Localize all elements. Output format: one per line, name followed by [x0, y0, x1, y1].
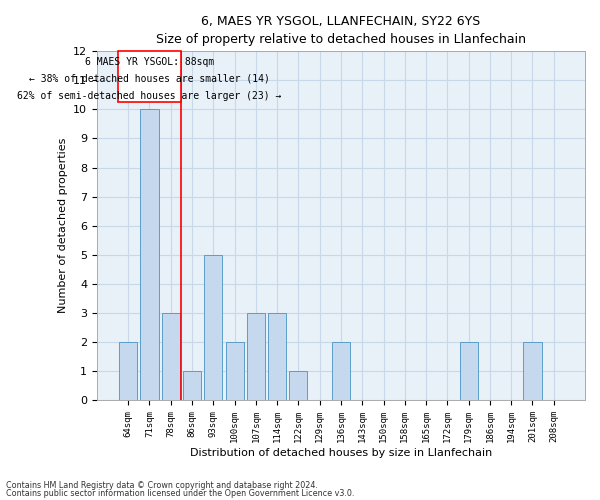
Y-axis label: Number of detached properties: Number of detached properties [58, 138, 68, 314]
Bar [460, 342, 478, 400]
Text: Contains public sector information licensed under the Open Government Licence v3: Contains public sector information licen… [6, 489, 355, 498]
Text: 6 MAES YR YSGOL: 88sqm: 6 MAES YR YSGOL: 88sqm [85, 56, 214, 66]
Bar [119, 342, 137, 400]
Text: 62% of semi-detached houses are larger (23) →: 62% of semi-detached houses are larger (… [17, 92, 282, 102]
Title: 6, MAES YR YSGOL, LLANFECHAIN, SY22 6YS
Size of property relative to detached ho: 6, MAES YR YSGOL, LLANFECHAIN, SY22 6YS … [156, 15, 526, 46]
Bar [183, 371, 201, 400]
Bar [204, 254, 223, 400]
Bar [289, 371, 307, 400]
Bar [523, 342, 542, 400]
Bar [161, 313, 180, 400]
Bar [268, 313, 286, 400]
Bar [332, 342, 350, 400]
X-axis label: Distribution of detached houses by size in Llanfechain: Distribution of detached houses by size … [190, 448, 492, 458]
Text: Contains HM Land Registry data © Crown copyright and database right 2024.: Contains HM Land Registry data © Crown c… [6, 480, 318, 490]
Bar [226, 342, 244, 400]
Bar [140, 110, 158, 400]
Bar [247, 313, 265, 400]
Text: ← 38% of detached houses are smaller (14): ← 38% of detached houses are smaller (14… [29, 74, 270, 84]
Bar [118, 52, 181, 102]
